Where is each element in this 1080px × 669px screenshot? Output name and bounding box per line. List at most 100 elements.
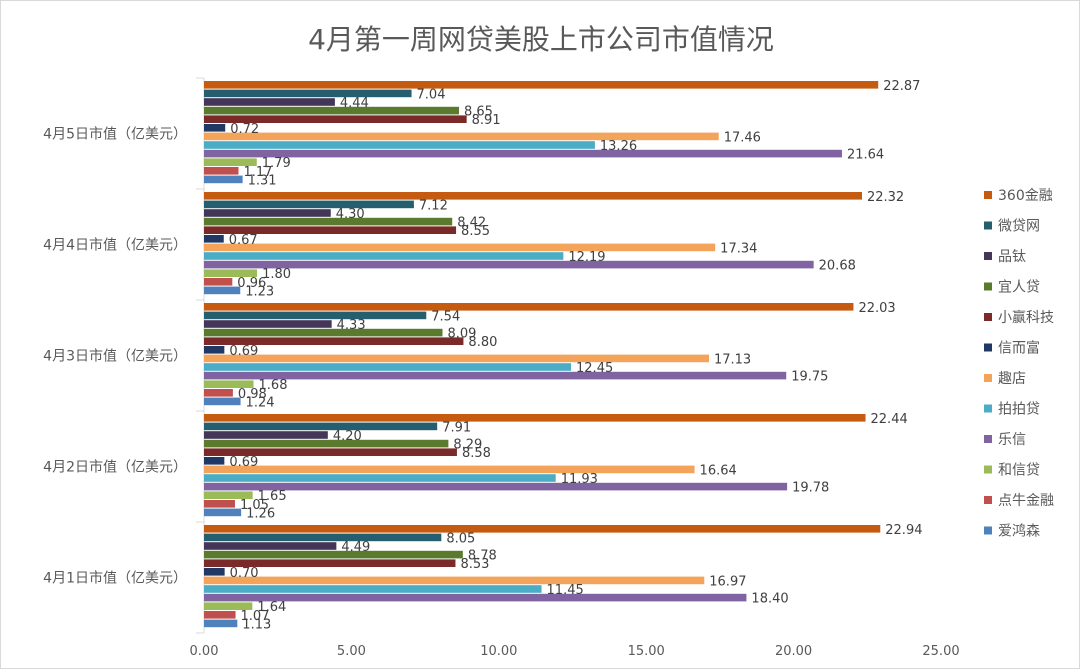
- data-label: 13.26: [600, 139, 637, 154]
- data-label: 17.34: [720, 241, 757, 256]
- data-label: 1.79: [262, 156, 291, 171]
- bar: [204, 474, 556, 482]
- bar: [204, 363, 572, 371]
- data-label: 8.65: [464, 105, 493, 120]
- data-label: 1.07: [241, 609, 270, 624]
- bar: [204, 209, 331, 217]
- legend-label: 小赢科技: [998, 309, 1054, 326]
- bar: [204, 320, 332, 328]
- legend-item: 品钛: [984, 249, 1026, 265]
- legend-label: 微贷网: [998, 219, 1040, 235]
- data-label: 21.64: [847, 148, 884, 163]
- data-label: 12.45: [576, 361, 613, 376]
- data-label: 11.93: [561, 472, 598, 487]
- bar: [204, 576, 705, 585]
- data-label: 19.75: [791, 370, 828, 385]
- category-label: 4月1日市值（亿美元）: [43, 570, 187, 587]
- bar: [204, 346, 225, 354]
- bar: [204, 243, 716, 252]
- data-label: 16.64: [700, 463, 737, 478]
- data-label: 7.04: [417, 87, 446, 102]
- data-label: 1.31: [248, 173, 277, 188]
- legend-swatch: [984, 343, 992, 352]
- data-label: 0.69: [229, 455, 258, 470]
- data-label: 4.20: [333, 429, 362, 444]
- data-label: 22.32: [867, 190, 904, 205]
- data-label: 0.98: [238, 387, 267, 402]
- data-label: 16.97: [709, 574, 746, 589]
- bar: [204, 397, 241, 406]
- bar: [204, 525, 881, 533]
- bar: [204, 533, 442, 542]
- data-label: 4.30: [336, 207, 365, 222]
- value-labels: 22.87 7.04 4.44 8.658.91 0.72 17.46 13.26 21.64…: [229, 79, 923, 633]
- data-label: 4.49: [341, 540, 370, 555]
- bar: [204, 158, 257, 166]
- bar: [204, 431, 328, 439]
- data-label: 0.72: [230, 122, 259, 137]
- legend-swatch: [984, 435, 992, 443]
- data-label: 18.40: [751, 592, 788, 607]
- bar: [204, 508, 242, 517]
- bar: [204, 482, 788, 491]
- bar: [204, 491, 253, 499]
- bar: [204, 593, 747, 602]
- bar: [204, 585, 542, 593]
- bar: [204, 414, 866, 422]
- category-labels: 4月5日市值（亿美元） 4月4日市值（亿美元） 4月3日市值（亿美元） 4月2日市值（…: [43, 126, 187, 587]
- bar: [204, 115, 467, 123]
- legend-item: 乐信: [984, 432, 1026, 448]
- data-label: 1.23: [245, 284, 274, 299]
- legend-swatch: [984, 526, 992, 535]
- chart-title: 4月第一周网贷美股上市公司市值情况: [308, 23, 774, 56]
- x-tick-label: 10.00: [480, 644, 517, 659]
- legend-label: 乐信: [998, 432, 1026, 448]
- legend-label: 拍拍贷: [998, 402, 1040, 418]
- data-label: 8.55: [461, 224, 490, 239]
- bar: [204, 619, 238, 628]
- bar: [204, 124, 226, 132]
- bar: [204, 380, 254, 388]
- bar: [204, 559, 456, 567]
- legend-item: 宜人贷: [984, 280, 1040, 296]
- data-label: 20.68: [819, 259, 856, 274]
- legend-swatch: [984, 496, 992, 504]
- data-label: 1.65: [258, 489, 287, 504]
- group-borders: [196, 77, 205, 634]
- data-label: 11.45: [547, 583, 584, 598]
- bar: [204, 132, 719, 141]
- legend-label: 宜人贷: [998, 280, 1040, 296]
- bar: [204, 89, 412, 98]
- bar: [204, 568, 225, 576]
- bar: [204, 260, 814, 269]
- bar: [204, 311, 427, 320]
- legend-swatch: [984, 221, 992, 230]
- data-label: 12.19: [568, 250, 605, 265]
- data-label: 0.67: [229, 233, 258, 248]
- data-label: 1.17: [243, 165, 272, 180]
- bar: [204, 252, 564, 260]
- x-tick-label: 5.00: [337, 644, 366, 659]
- data-label: 22.03: [858, 301, 895, 316]
- data-label: 1.24: [246, 395, 275, 410]
- legend-label: 信而富: [998, 340, 1040, 357]
- bar: [204, 175, 243, 184]
- legend-label: 趣店: [998, 371, 1026, 387]
- bar: [204, 278, 233, 286]
- data-label: 1.64: [257, 600, 286, 615]
- legend-item: 和信贷: [984, 463, 1040, 479]
- data-label: 7.54: [431, 309, 460, 324]
- x-tick-label: 15.00: [628, 644, 665, 659]
- bar: [204, 602, 253, 610]
- category-label: 4月2日市值（亿美元）: [43, 459, 187, 476]
- bar: [204, 303, 854, 311]
- legend-label: 和信贷: [998, 463, 1040, 479]
- data-label: 1.26: [246, 506, 275, 521]
- legend-label: 360金融: [998, 188, 1053, 204]
- data-label: 17.13: [714, 352, 751, 367]
- legend-label: 爱鸿森: [998, 523, 1040, 540]
- bar: [204, 149, 842, 158]
